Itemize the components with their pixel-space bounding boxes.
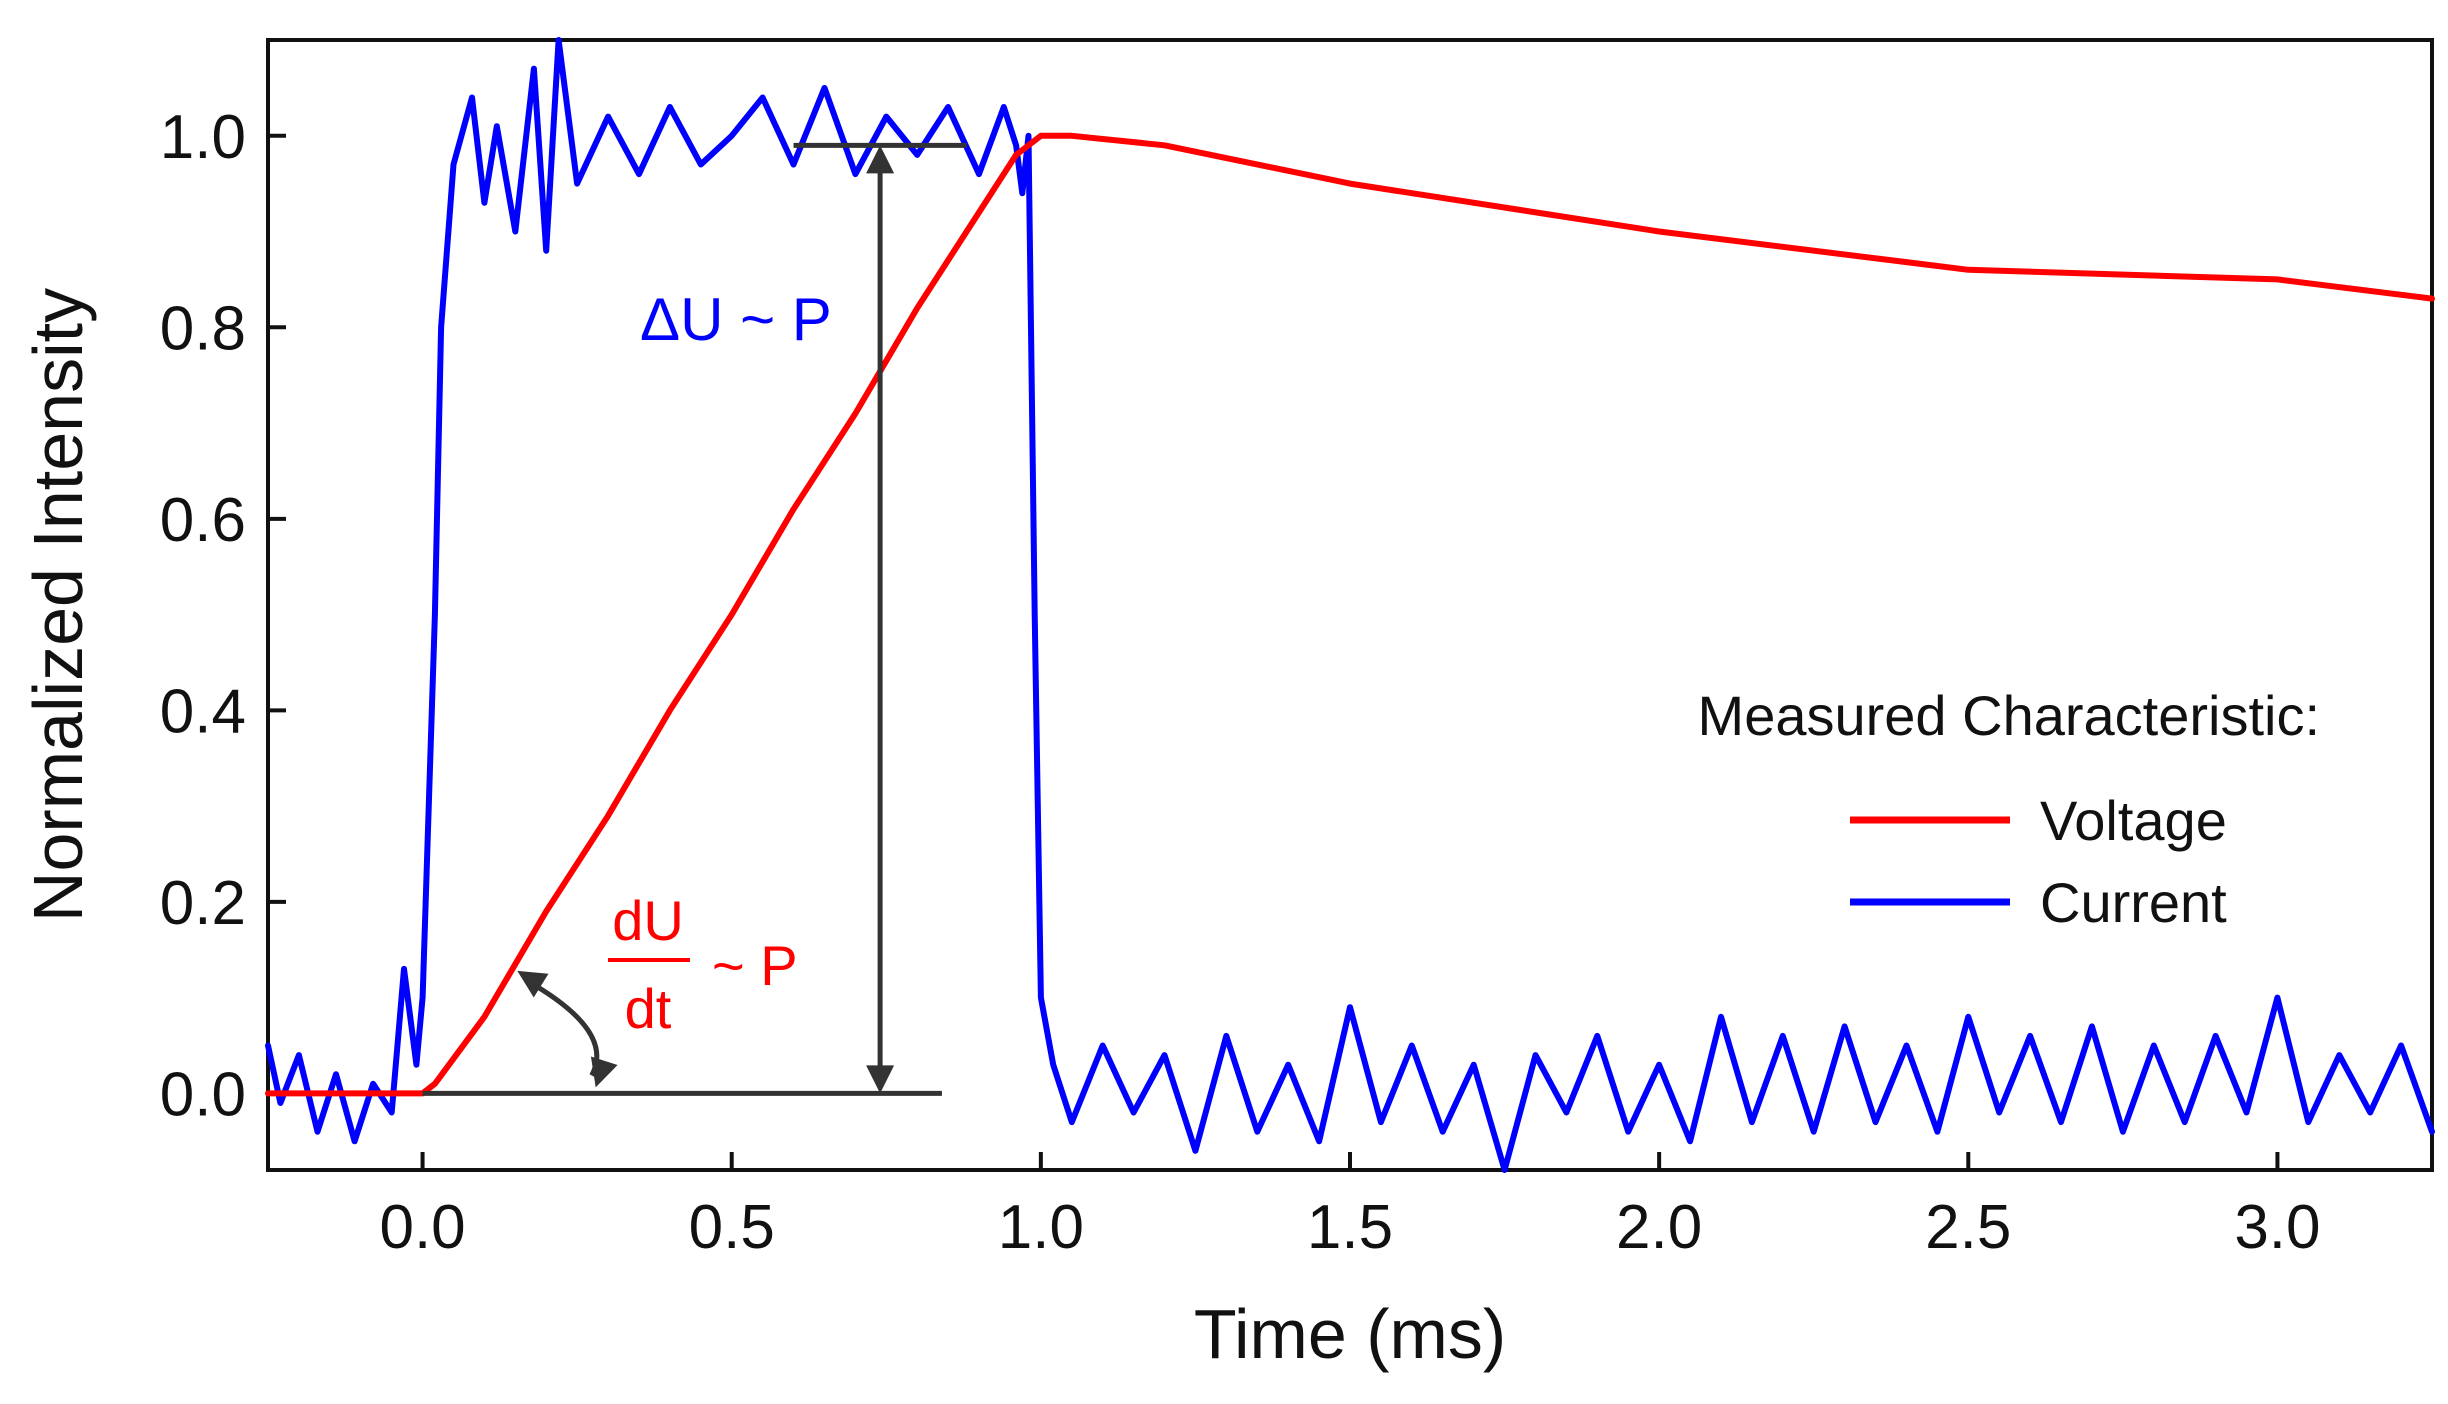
y-tick-label: 0.6 xyxy=(160,486,246,555)
x-tick-label: 1.5 xyxy=(1307,1193,1393,1262)
annotation-dudt-numerator: dU xyxy=(612,889,684,952)
series-line-current xyxy=(265,37,2435,1173)
x-tick-label: 1.0 xyxy=(998,1193,1084,1262)
annotation-delta-u: ΔU ~ P xyxy=(640,286,832,353)
legend-label-current: Current xyxy=(2040,871,2227,934)
legend: Measured Characteristic: Voltage Current xyxy=(1698,684,2320,934)
x-axis-title: Time (ms) xyxy=(1194,1295,1506,1373)
annotation-arrowhead-top xyxy=(866,145,895,174)
annotation-dudt: dU dt ~ P xyxy=(608,889,798,1040)
annotation-layer xyxy=(422,142,967,1096)
series-layer xyxy=(265,37,2435,1173)
x-tick-label: 2.0 xyxy=(1616,1193,1702,1262)
annotation-angle-arrowhead-end xyxy=(590,1056,618,1088)
x-tick-label: 0.5 xyxy=(689,1193,775,1262)
y-tick-label: 0.0 xyxy=(160,1060,246,1129)
x-tick-label: 0.0 xyxy=(379,1193,465,1262)
annotation-angle-arrow-arc xyxy=(526,978,600,1077)
y-tick-label: 0.4 xyxy=(160,677,246,746)
x-tick-label: 2.5 xyxy=(1925,1193,2011,1262)
y-axis-ticks: 0.0 0.2 0.4 0.6 0.8 1.0 xyxy=(160,103,286,1129)
y-tick-label: 1.0 xyxy=(160,103,246,172)
y-tick-label: 0.2 xyxy=(160,869,246,938)
series-line-voltage xyxy=(265,132,2435,1097)
legend-title: Measured Characteristic: xyxy=(1698,684,2320,747)
annotation-dudt-suffix: ~ P xyxy=(712,934,798,997)
plot-area-frame xyxy=(266,38,2434,1172)
y-axis-title: Normalized Intensity xyxy=(19,288,97,922)
annotation-angle-arrowhead-start xyxy=(517,970,549,998)
annotation-arrowhead-bottom xyxy=(866,1065,895,1094)
legend-label-voltage: Voltage xyxy=(2040,789,2227,852)
x-axis-ticks: 0.0 0.5 1.0 1.5 2.0 2.5 3.0 xyxy=(379,1152,2321,1262)
y-tick-label: 0.8 xyxy=(160,294,246,363)
x-tick-label: 3.0 xyxy=(2234,1193,2320,1262)
annotation-dudt-denominator: dt xyxy=(625,977,672,1040)
